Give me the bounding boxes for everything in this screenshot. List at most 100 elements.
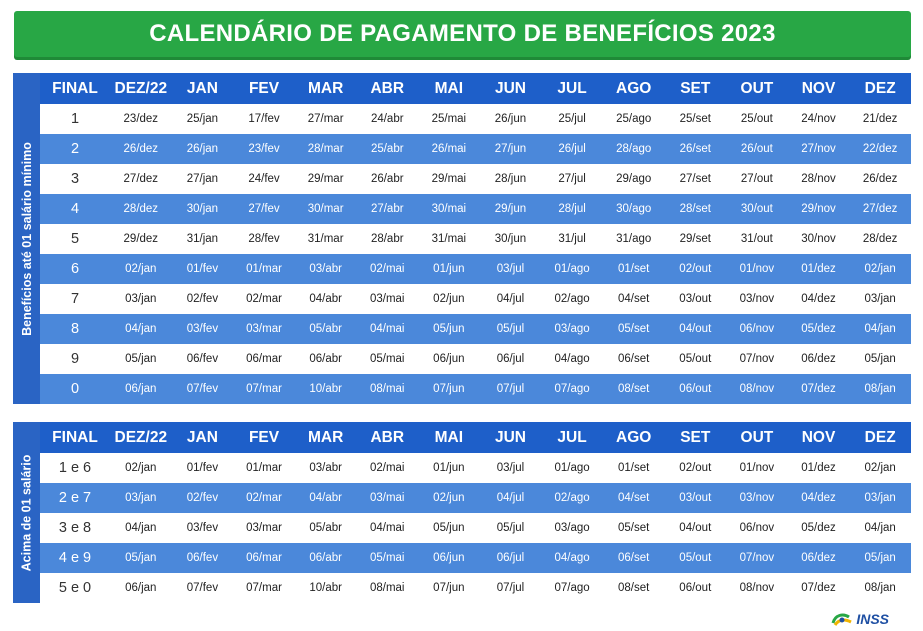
- header-month: NOV: [787, 422, 850, 453]
- date-cell: 03/out: [664, 284, 727, 314]
- date-cell: 30/nov: [787, 224, 850, 254]
- date-cell: 03/jul: [479, 254, 542, 284]
- header-month: JUL: [541, 73, 603, 104]
- final-digit-cell: 1 e 6: [40, 453, 110, 483]
- header-month: MAR: [294, 422, 357, 453]
- date-cell: 05/abr: [294, 513, 357, 543]
- table-row: 4 28/dez 30/jan 27/fev 30/mar 27/abr 30/mai 29/…: [40, 194, 911, 224]
- date-cell: 06/set: [602, 344, 665, 374]
- date-cell: 03/mai: [356, 284, 419, 314]
- date-cell: 08/mai: [356, 374, 419, 404]
- date-cell: 02/mar: [233, 284, 295, 314]
- date-cell: 08/set: [602, 573, 665, 603]
- date-cell: 29/dez: [110, 224, 172, 254]
- header-month: AGO: [602, 73, 665, 104]
- date-cell: 04/jul: [479, 284, 542, 314]
- header-month: SET: [664, 73, 727, 104]
- header-final: FINAL: [40, 422, 110, 453]
- date-cell: 30/mar: [294, 194, 357, 224]
- date-cell: 29/nov: [787, 194, 850, 224]
- date-cell: 21/dez: [849, 104, 911, 134]
- header-month: JAN: [171, 73, 234, 104]
- date-cell: 05/dez: [787, 314, 850, 344]
- page-title: CALENDÁRIO DE PAGAMENTO DE BENEFÍCIOS 20…: [14, 11, 911, 57]
- date-cell: 23/fev: [233, 134, 295, 164]
- table-row: 0 06/jan 07/fev 07/mar 10/abr 08/mai 07/jun 07/…: [40, 374, 911, 404]
- date-cell: 27/jun: [479, 134, 542, 164]
- final-digit-cell: 3 e 8: [40, 513, 110, 543]
- final-digit-cell: 4: [40, 194, 110, 224]
- date-cell: 02/fev: [171, 284, 234, 314]
- date-cell: 04/set: [602, 483, 665, 513]
- table-row: 3 27/dez 27/jan 24/fev 29/mar 26/abr 29/mai 28/…: [40, 164, 911, 194]
- date-cell: 26/dez: [110, 134, 172, 164]
- final-digit-cell: 2: [40, 134, 110, 164]
- date-cell: 04/jul: [479, 483, 542, 513]
- date-cell: 25/out: [726, 104, 788, 134]
- header-final: FINAL: [40, 73, 110, 104]
- header-month: DEZ/22: [110, 422, 172, 453]
- date-cell: 03/jan: [110, 483, 172, 513]
- header-month: FEV: [233, 422, 295, 453]
- header-month: SET: [664, 422, 727, 453]
- date-cell: 05/out: [664, 344, 727, 374]
- date-cell: 03/fev: [171, 314, 234, 344]
- date-cell: 04/out: [664, 513, 727, 543]
- header-month: OUT: [726, 422, 788, 453]
- date-cell: 08/set: [602, 374, 665, 404]
- date-cell: 08/jan: [849, 374, 911, 404]
- final-digit-cell: 8: [40, 314, 110, 344]
- date-cell: 07/mar: [233, 374, 295, 404]
- date-cell: 05/jan: [849, 543, 911, 573]
- date-cell: 25/jul: [541, 104, 603, 134]
- header-month: NOV: [787, 73, 850, 104]
- date-cell: 10/abr: [294, 573, 357, 603]
- date-cell: 24/nov: [787, 104, 850, 134]
- table-row: 1 23/dez 25/jan 17/fev 27/mar 24/abr 25/mai 26/…: [40, 104, 911, 134]
- inss-logo-icon: [831, 613, 852, 626]
- final-digit-cell: 3: [40, 164, 110, 194]
- date-cell: 01/fev: [171, 453, 234, 483]
- date-cell: 07/ago: [541, 374, 603, 404]
- header-month: MAI: [418, 73, 480, 104]
- date-cell: 04/dez: [787, 284, 850, 314]
- date-cell: 01/fev: [171, 254, 234, 284]
- date-cell: 01/mar: [233, 453, 295, 483]
- payment-table-section1: FINAL DEZ/22 JAN FEV MAR ABR MAI JUN JUL AGO SET OU…: [40, 73, 911, 404]
- date-cell: 04/jan: [849, 314, 911, 344]
- date-cell: 07/ago: [541, 573, 603, 603]
- date-cell: 03/mai: [356, 483, 419, 513]
- date-cell: 06/fev: [171, 543, 234, 573]
- header-month: JAN: [171, 422, 234, 453]
- date-cell: 01/dez: [787, 453, 850, 483]
- date-cell: 08/jan: [849, 573, 911, 603]
- date-cell: 06/nov: [726, 513, 788, 543]
- date-cell: 01/dez: [787, 254, 850, 284]
- date-cell: 31/mar: [294, 224, 357, 254]
- header-month: JUL: [541, 422, 603, 453]
- date-cell: 28/dez: [849, 224, 911, 254]
- date-cell: 24/abr: [356, 104, 419, 134]
- date-cell: 05/mai: [356, 543, 419, 573]
- date-cell: 03/out: [664, 483, 727, 513]
- header-month: ABR: [356, 422, 419, 453]
- date-cell: 02/mai: [356, 453, 419, 483]
- table-row: 4 e 9 05/jan 06/fev 06/mar 06/abr 05/mai 06/ju…: [40, 543, 911, 573]
- date-cell: 05/out: [664, 543, 727, 573]
- inss-logo: INSS: [831, 610, 889, 628]
- date-cell: 06/mar: [233, 344, 295, 374]
- date-cell: 08/mai: [356, 573, 419, 603]
- table-header-row: FINAL DEZ/22 JAN FEV MAR ABR MAI JUN JUL AGO SET OU…: [40, 422, 911, 453]
- date-cell: 02/jan: [849, 453, 911, 483]
- table-row: 3 e 8 04/jan 03/fev 03/mar 05/abr 04/mai 05/ju…: [40, 513, 911, 543]
- date-cell: 02/out: [664, 453, 727, 483]
- date-cell: 06/dez: [787, 543, 850, 573]
- date-cell: 28/nov: [787, 164, 850, 194]
- date-cell: 05/jan: [849, 344, 911, 374]
- side-label-text: Acima de 01 salário: [19, 454, 34, 571]
- side-label-text: Benefícios até 01 salário mínimo: [19, 141, 34, 336]
- date-cell: 01/mar: [233, 254, 295, 284]
- date-cell: 06/abr: [294, 344, 357, 374]
- date-cell: 07/fev: [171, 374, 234, 404]
- date-cell: 06/out: [664, 573, 727, 603]
